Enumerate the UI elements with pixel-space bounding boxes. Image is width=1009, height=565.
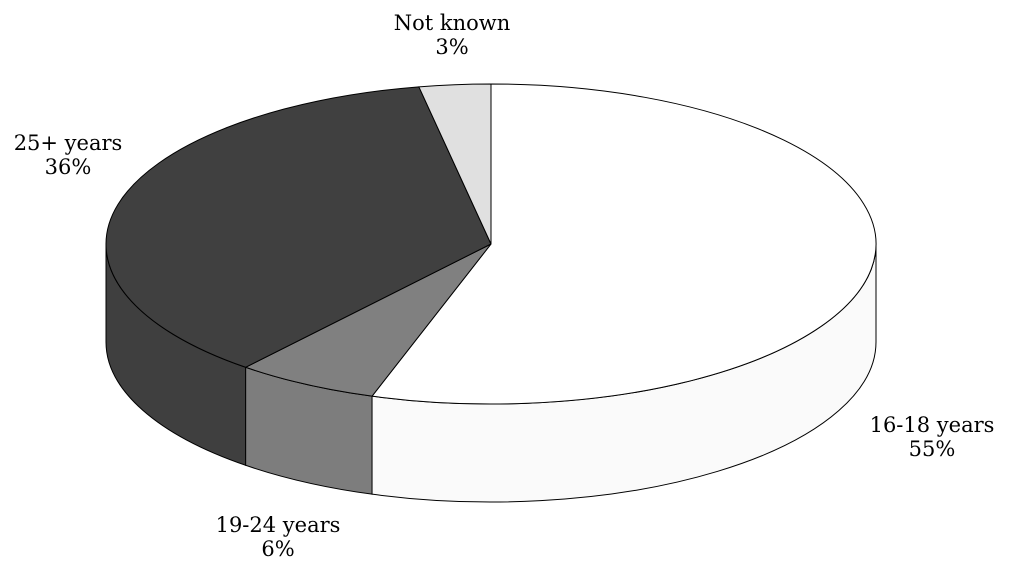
pie-top-layer	[105, 83, 877, 405]
slice-category-label: 16-18 years	[870, 413, 995, 437]
pie-slice-25-years	[105, 86, 492, 368]
slice-value-label: 36%	[45, 155, 92, 179]
slice-value-label: 6%	[261, 537, 294, 561]
slice-value-label: 55%	[909, 437, 956, 461]
slice-value-label: 3%	[435, 35, 468, 59]
pie-slice-19-24-years	[245, 243, 492, 397]
slice-category-label: Not known	[394, 11, 511, 35]
slice-label-25-years: 25+ years 36%	[14, 131, 123, 179]
slice-category-label: 25+ years	[14, 131, 123, 155]
slice-label-not-known: Not known 3%	[394, 11, 511, 59]
pie-slice-16-18-years	[371, 83, 877, 405]
slice-label-16-18-years: 16-18 years 55%	[870, 413, 995, 461]
pie-label-layer: 16-18 years 55% 19-24 years 6% 25+ years 36% N…	[14, 11, 995, 561]
slice-label-19-24-years: 19-24 years 6%	[216, 513, 341, 561]
slice-category-label: 19-24 years	[216, 513, 341, 537]
pie-slice-not-known	[418, 83, 492, 245]
